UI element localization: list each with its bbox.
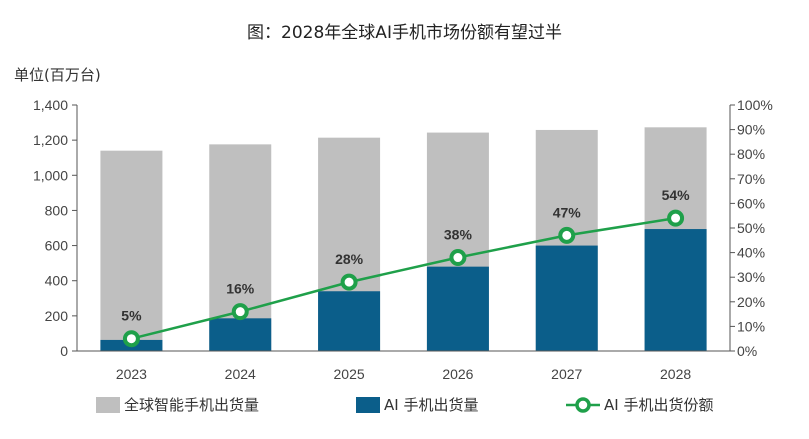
share-data-label: 38% — [444, 227, 473, 243]
legend-label: AI 手机出货量 — [384, 396, 479, 414]
share-data-label: 54% — [662, 187, 691, 203]
share-point-2028 — [667, 209, 685, 227]
x-tick-label: 2026 — [442, 366, 473, 382]
y2-tick-label: 60% — [737, 195, 765, 211]
y2-tick-label: 90% — [737, 122, 765, 138]
legend-line-marker-icon — [566, 396, 600, 413]
bar-ai-2024 — [209, 318, 272, 351]
y-tick-label: 1,400 — [33, 97, 68, 113]
y-tick-label: 1,000 — [33, 167, 68, 183]
x-tick-label: 2025 — [334, 366, 365, 382]
share-point-2027 — [558, 226, 576, 244]
y2-tick-label: 0% — [737, 343, 757, 359]
y2-tick-label: 30% — [737, 269, 765, 285]
y-axis-label: 单位(百万台) — [14, 66, 101, 84]
bar-ai-2025 — [318, 291, 381, 351]
y-tick-label: 600 — [45, 238, 69, 254]
share-point-2026 — [449, 249, 467, 267]
share-point-2025 — [340, 273, 358, 291]
x-tick-label: 2024 — [225, 366, 256, 382]
bar-total-2023 — [100, 150, 163, 351]
bar-ai-2026 — [426, 266, 489, 351]
share-data-label: 47% — [553, 204, 582, 220]
y-tick-label: 1,200 — [33, 132, 68, 148]
legend-item-total: 全球智能手机出货量 — [96, 394, 259, 415]
legend-swatch-blue — [356, 396, 380, 413]
y-tick-label: 0 — [60, 343, 68, 359]
share-data-label: 28% — [335, 251, 364, 267]
legend-item-ai: AI 手机出货量 — [356, 394, 478, 415]
x-tick-label: 2023 — [116, 366, 147, 382]
y2-tick-label: 50% — [737, 220, 765, 236]
share-line — [131, 216, 676, 340]
x-tick-label: 2028 — [660, 366, 691, 382]
y-tick-label: 800 — [45, 202, 69, 218]
legend-swatch-gray — [96, 396, 120, 413]
share-data-label: 16% — [226, 281, 255, 297]
y-tick-label: 200 — [45, 308, 69, 324]
share-data-label: 5% — [121, 308, 142, 324]
legend-item-share: AI 手机出货份额 — [566, 394, 713, 415]
share-point-2024 — [231, 303, 249, 321]
y-tick-label: 400 — [45, 273, 69, 289]
bar-ai-2027 — [535, 245, 598, 351]
share-point-2023 — [122, 330, 140, 348]
y2-tick-label: 40% — [737, 245, 765, 261]
y2-tick-label: 10% — [737, 318, 765, 334]
legend-label: 全球智能手机出货量 — [124, 396, 260, 414]
x-tick-label: 2027 — [551, 366, 582, 382]
chart-title: 图：2028年全球AI手机市场份额有望过半 — [247, 23, 562, 43]
legend-label: AI 手机出货份额 — [604, 396, 714, 414]
y2-tick-label: 100% — [737, 97, 773, 113]
y2-tick-label: 20% — [737, 294, 765, 310]
bar-ai-2028 — [644, 229, 707, 351]
y2-tick-label: 80% — [737, 146, 765, 162]
y2-tick-label: 70% — [737, 171, 765, 187]
